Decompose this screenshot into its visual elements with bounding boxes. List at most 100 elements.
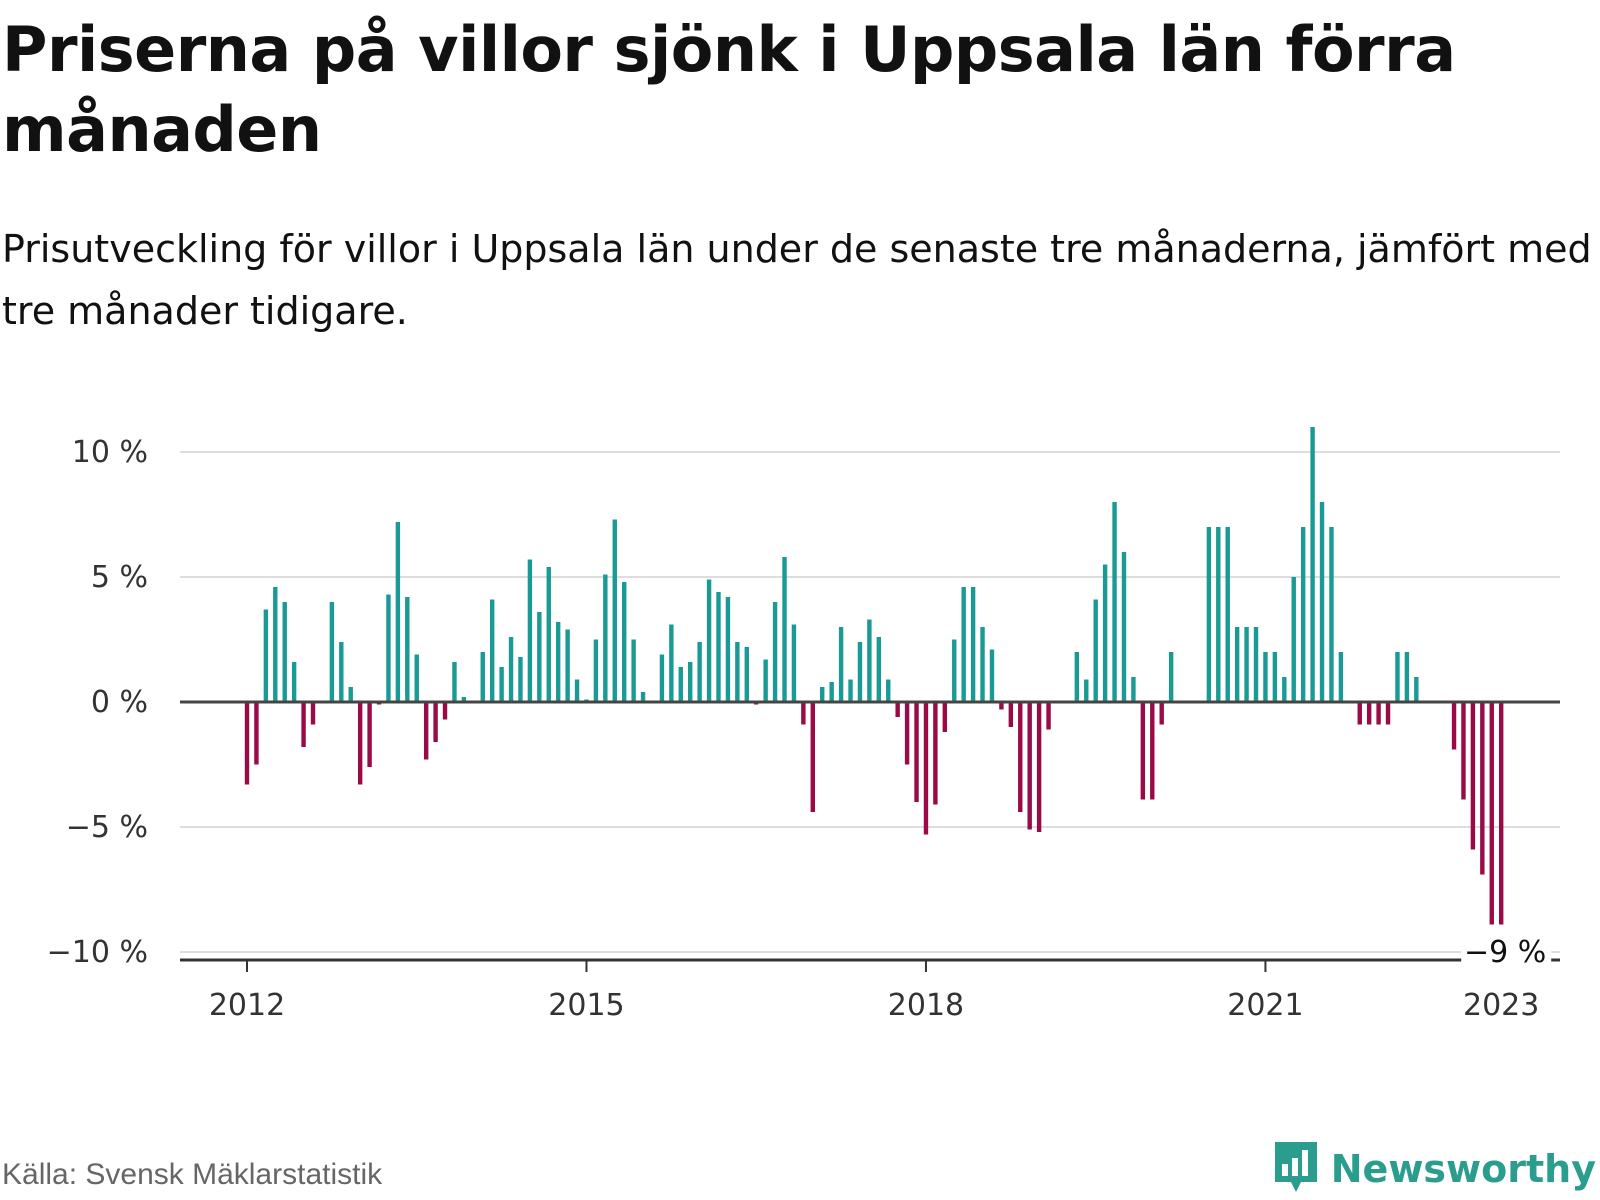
bar — [1102, 564, 1108, 702]
bar — [820, 687, 825, 702]
bar — [904, 702, 910, 765]
bar — [1357, 702, 1362, 725]
bar — [1234, 627, 1240, 702]
bar — [1046, 702, 1051, 730]
bar — [706, 579, 712, 702]
bar — [1329, 527, 1334, 702]
bar — [970, 587, 976, 702]
bar — [508, 637, 514, 702]
x-tick-label: 2023 — [1463, 988, 1539, 1020]
bar — [829, 682, 834, 702]
bar — [914, 702, 919, 802]
bar — [244, 702, 250, 785]
bar — [980, 627, 985, 702]
bar — [593, 639, 599, 702]
bar — [1168, 652, 1174, 702]
bar — [801, 702, 806, 725]
chart-subtitle: Prisutveckling för villor i Uppsala län … — [2, 227, 1592, 333]
bar — [537, 612, 542, 702]
bar — [1159, 702, 1164, 725]
bar — [697, 642, 702, 702]
bar — [1018, 702, 1023, 812]
x-tick-label: 2018 — [888, 988, 964, 1020]
bar — [1310, 427, 1315, 702]
bar — [452, 662, 457, 702]
bar — [1206, 527, 1212, 702]
bar — [1140, 702, 1146, 800]
bar — [716, 592, 721, 702]
bar — [1470, 702, 1476, 850]
bar — [1498, 702, 1504, 925]
bar — [1489, 702, 1494, 925]
bar — [1216, 527, 1221, 702]
bar — [301, 702, 306, 747]
bar — [574, 679, 580, 702]
bar — [1263, 652, 1268, 702]
bar — [1027, 702, 1032, 830]
brand[interactable]: Newsworthy — [1271, 1138, 1596, 1200]
y-tick-label: −10 % — [47, 935, 148, 970]
bar — [1451, 702, 1457, 750]
bar — [1272, 652, 1278, 702]
x-tick-label: 2021 — [1227, 988, 1303, 1020]
newsworthy-logo-icon — [1271, 1138, 1321, 1200]
bar — [923, 702, 929, 835]
bar — [357, 702, 363, 785]
bar — [772, 602, 778, 702]
bar — [867, 619, 872, 702]
bar — [254, 702, 259, 765]
bar — [942, 702, 948, 732]
bar — [442, 702, 448, 720]
bar — [489, 599, 495, 702]
bars — [244, 427, 1504, 925]
bar — [273, 587, 278, 702]
bar — [725, 597, 731, 702]
bar — [1253, 627, 1259, 702]
bar — [1319, 502, 1325, 702]
chart-title: Priserna på villor sjönk i Uppsala län f… — [2, 13, 1456, 166]
bar — [933, 702, 938, 805]
bar — [518, 657, 523, 702]
bar — [1300, 527, 1306, 702]
bar-chart: 10 % 5 % 0 % −5 % −10 % 2012 2015 2018 2021 2023 −… — [47, 427, 1560, 1020]
bar — [1244, 627, 1249, 702]
bar — [1121, 552, 1127, 702]
bar — [565, 629, 570, 702]
bar — [1008, 702, 1014, 727]
bar — [622, 582, 627, 702]
bar — [999, 702, 1004, 710]
bar — [263, 609, 269, 702]
bar — [659, 654, 665, 702]
bar — [310, 702, 316, 725]
bar — [348, 687, 353, 702]
y-tick-label: 10 % — [72, 435, 148, 470]
bar — [791, 624, 797, 702]
bar — [735, 642, 740, 702]
bar — [423, 702, 429, 760]
bar — [961, 587, 966, 702]
bar — [1225, 527, 1230, 702]
x-tick-label: 2012 — [209, 988, 285, 1020]
bar — [414, 654, 419, 702]
bar — [1461, 702, 1466, 800]
bar — [838, 627, 844, 702]
bar — [688, 662, 693, 702]
bar — [952, 639, 957, 702]
bar — [876, 637, 882, 702]
bar — [1036, 702, 1042, 832]
bar — [527, 559, 533, 702]
bar — [329, 602, 335, 702]
bar — [461, 697, 467, 702]
bar — [1366, 702, 1372, 725]
bar — [640, 692, 646, 702]
bar — [546, 567, 551, 702]
bar — [857, 642, 863, 702]
bar — [1376, 702, 1381, 725]
bar — [1282, 677, 1287, 702]
bar — [678, 667, 683, 702]
y-tick-label: −5 % — [66, 810, 148, 845]
bar — [555, 622, 561, 702]
bar — [405, 597, 410, 702]
bar — [1112, 502, 1117, 702]
bar — [499, 667, 504, 702]
